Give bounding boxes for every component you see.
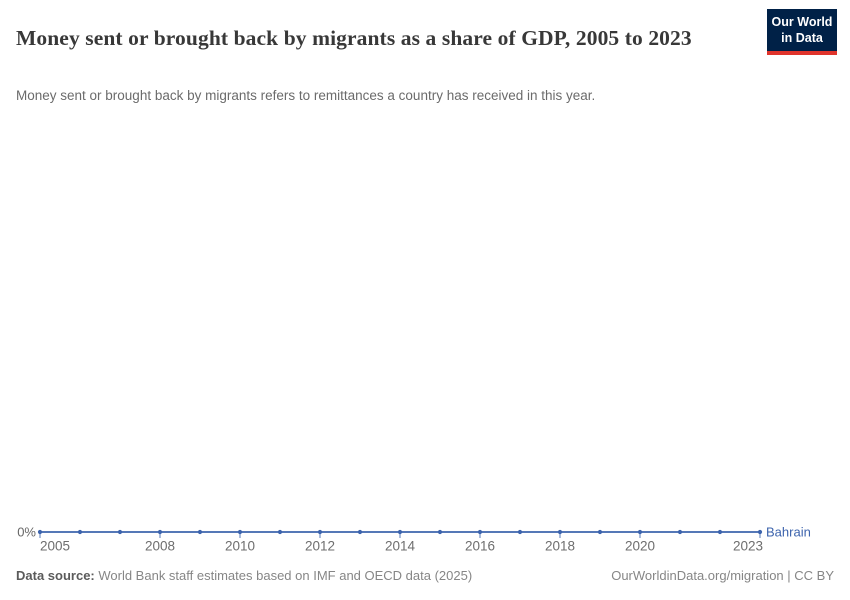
data-point[interactable] <box>637 529 643 535</box>
data-point[interactable] <box>557 529 563 535</box>
data-source-text: World Bank staff estimates based on IMF … <box>94 568 473 583</box>
data-point[interactable] <box>277 529 283 535</box>
data-point[interactable] <box>517 529 523 535</box>
data-point[interactable] <box>597 529 603 535</box>
data-point[interactable] <box>157 529 163 535</box>
data-point[interactable] <box>717 529 723 535</box>
x-axis-tick-label: 2008 <box>145 539 175 554</box>
data-point[interactable] <box>437 529 443 535</box>
data-point[interactable] <box>197 529 203 535</box>
data-point[interactable] <box>397 529 403 535</box>
owid-logo: Our World in Data <box>767 9 837 55</box>
data-point[interactable] <box>477 529 483 535</box>
x-axis-tick-label: 2016 <box>465 539 495 554</box>
data-source-label: Data source: <box>16 568 95 583</box>
chart-footer: Data source: World Bank staff estimates … <box>16 568 834 583</box>
data-source-note: Data source: World Bank staff estimates … <box>16 568 472 583</box>
x-axis-tick-label: 2014 <box>385 539 416 554</box>
x-axis-tick-label: 2018 <box>545 539 575 554</box>
owid-logo-line1: Our World <box>771 15 833 29</box>
data-point[interactable] <box>357 529 363 535</box>
x-axis-tick-label: 2012 <box>305 539 335 554</box>
data-point[interactable] <box>677 529 683 535</box>
license-note: OurWorldinData.org/migration | CC BY <box>611 568 834 583</box>
y-axis-tick-label: 0% <box>17 525 36 540</box>
page-title: Money sent or brought back by migrants a… <box>16 26 692 51</box>
chart-subtitle: Money sent or brought back by migrants r… <box>16 87 596 103</box>
data-point[interactable] <box>237 529 243 535</box>
data-point[interactable] <box>317 529 323 535</box>
owid-logo-line2: in Data <box>781 31 823 46</box>
data-point[interactable] <box>757 529 763 535</box>
series-label-bahrain[interactable]: Bahrain <box>766 525 811 540</box>
data-point[interactable] <box>77 529 83 535</box>
x-axis-tick-label: 2020 <box>625 539 655 554</box>
x-axis-tick-label: 2010 <box>225 539 255 554</box>
data-point[interactable] <box>37 529 43 535</box>
x-axis-tick-label: 2023 <box>733 539 763 554</box>
x-axis-tick-label: 2005 <box>40 539 70 554</box>
data-point[interactable] <box>117 529 123 535</box>
